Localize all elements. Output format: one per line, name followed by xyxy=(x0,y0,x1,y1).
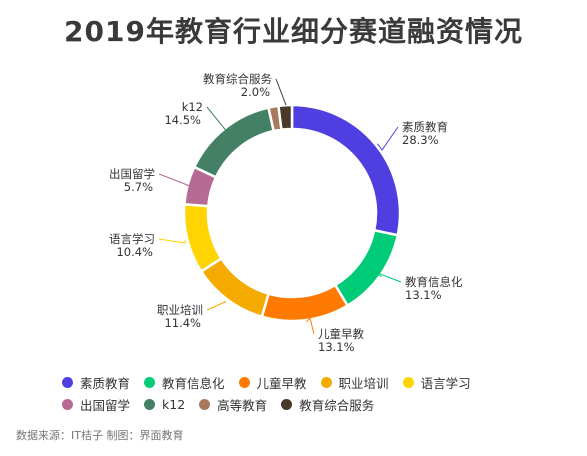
legend-label: 职业培训 xyxy=(338,375,389,391)
legend-label: 教育信息化 xyxy=(162,375,225,391)
legend-swatch xyxy=(402,376,414,388)
slice-label: 素质教育 xyxy=(402,120,448,134)
legend-label: k12 xyxy=(162,396,186,412)
slice-label: 儿童早教 xyxy=(318,327,364,341)
slice-value-label: 13.1% xyxy=(318,340,355,354)
leader-line xyxy=(158,238,186,244)
legend-item: 教育综合服务 xyxy=(281,395,374,414)
slice-value-label: 13.1% xyxy=(405,288,442,302)
legend-label: 素质教育 xyxy=(80,375,131,391)
leader-line xyxy=(158,173,191,187)
legend-swatch xyxy=(238,376,250,388)
slice-label: 教育综合服务 xyxy=(203,72,272,86)
leader-line xyxy=(305,316,315,335)
legend-item: 职业培训 xyxy=(320,373,389,392)
legend-swatch xyxy=(320,376,332,388)
slice-value-label: 5.7% xyxy=(124,180,153,194)
legend-swatch xyxy=(144,376,156,388)
source-note: 数据来源：IT桔子 制图：界面教育 xyxy=(16,429,184,442)
donut-slice xyxy=(260,283,350,323)
leader-line xyxy=(206,300,227,311)
legend-label: 高等教育 xyxy=(217,397,268,413)
legend-item: 出国留学 xyxy=(62,395,130,414)
leader-line xyxy=(374,271,402,283)
leader-line xyxy=(275,78,287,106)
legend-label: 教育综合服务 xyxy=(299,397,375,413)
slice-value-label: 2.0% xyxy=(241,85,270,99)
slice-value-label: 28.3% xyxy=(402,133,439,147)
legend-row: 出国留学 k12 高等教育 教育综合服务 xyxy=(62,394,562,414)
legend-item: 高等教育 xyxy=(199,395,267,414)
slice-value-label: 10.4% xyxy=(116,245,153,259)
legend-item: 素质教育 xyxy=(62,373,130,392)
legend-row: 素质教育 教育信息化 儿童早教 职业培训 语言学习 xyxy=(62,372,562,392)
legend-label: 语言学习 xyxy=(420,375,471,391)
leader-line xyxy=(377,126,399,151)
leader-line xyxy=(206,106,229,134)
legend-swatch xyxy=(199,398,211,410)
legend-label: 出国留学 xyxy=(80,397,131,413)
legend-item: 儿童早教 xyxy=(238,373,307,392)
slice-value-label: 14.5% xyxy=(164,113,201,127)
donut-slice xyxy=(290,103,402,237)
slice-label: 出国留学 xyxy=(109,167,155,181)
legend-swatch xyxy=(62,376,73,388)
chart-title: 2019年教育行业细分赛道融资情况 xyxy=(64,15,523,48)
legend-item: k12 xyxy=(144,397,185,412)
slice-label: 教育信息化 xyxy=(405,275,463,289)
donut-slice xyxy=(182,202,224,274)
slice-label: k12 xyxy=(182,100,203,114)
legend-item: 语言学习 xyxy=(402,373,471,392)
slice-value-label: 11.4% xyxy=(164,316,201,330)
legend-swatch xyxy=(281,398,293,410)
donut-slice xyxy=(277,103,294,132)
slice-label: 语言学习 xyxy=(109,232,155,246)
donut-slice xyxy=(333,228,400,308)
legend-swatch xyxy=(144,398,156,410)
slice-label: 职业培训 xyxy=(157,303,203,317)
legend-swatch xyxy=(62,398,73,410)
donut-slice xyxy=(192,106,276,179)
chart-legend: 素质教育 教育信息化 儿童早教 职业培训 语言学习 出国留学 k12 高等教育 教育综合服务 xyxy=(62,372,562,416)
legend-label: 儿童早教 xyxy=(256,375,307,391)
legend-item: 教育信息化 xyxy=(144,373,225,392)
